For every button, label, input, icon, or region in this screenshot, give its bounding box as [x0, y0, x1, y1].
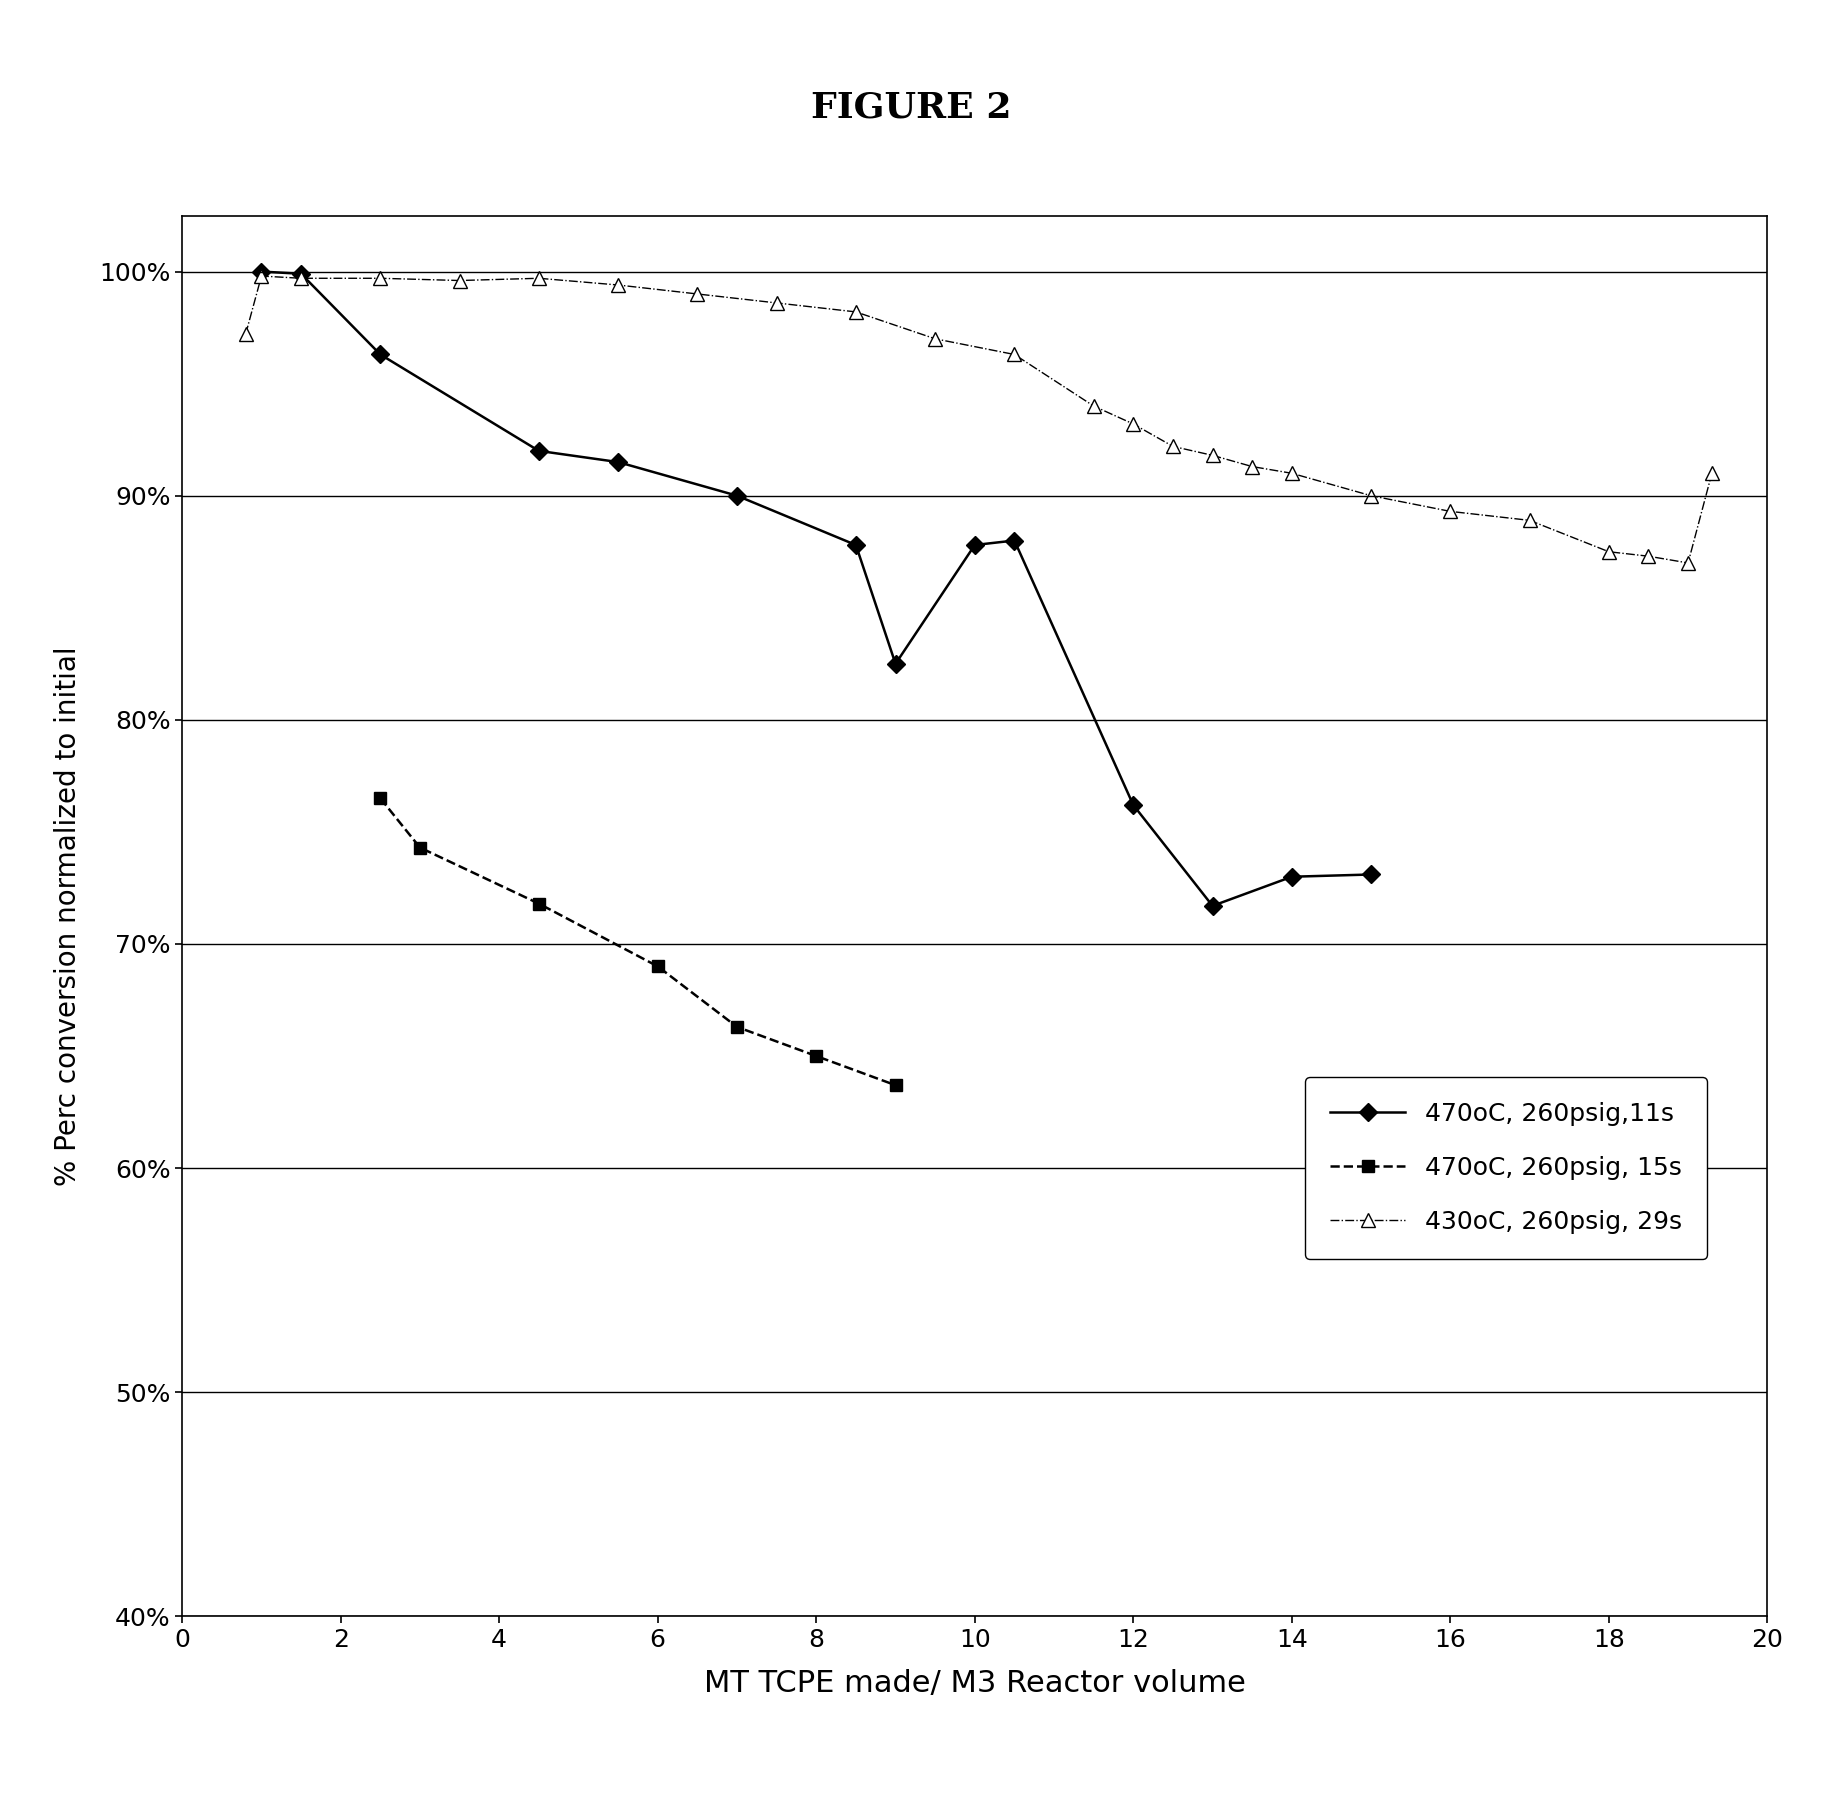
470oC, 260psig,11s: [845, 533, 867, 555]
430oC, 260psig, 29s: [1004, 343, 1026, 365]
470oC, 260psig,11s: [1203, 894, 1224, 916]
470oC, 260psig,11s: [290, 262, 312, 284]
430oC, 260psig, 29s: [1281, 463, 1303, 485]
430oC, 260psig, 29s: [845, 302, 867, 323]
Line: 470oC, 260psig, 15s: 470oC, 260psig, 15s: [374, 792, 902, 1092]
470oC, 260psig, 15s: [528, 893, 550, 914]
430oC, 260psig, 29s: [607, 275, 629, 296]
430oC, 260psig, 29s: [235, 323, 257, 345]
430oC, 260psig, 29s: [765, 293, 787, 314]
430oC, 260psig, 29s: [1241, 456, 1263, 478]
470oC, 260psig, 15s: [647, 955, 669, 977]
Y-axis label: % Perc conversion normalized to initial: % Perc conversion normalized to initial: [55, 647, 82, 1185]
470oC, 260psig,11s: [885, 654, 907, 675]
470oC, 260psig,11s: [250, 260, 273, 282]
Text: FIGURE 2: FIGURE 2: [811, 92, 1011, 124]
470oC, 260psig, 15s: [408, 837, 432, 858]
430oC, 260psig, 29s: [687, 284, 709, 305]
430oC, 260psig, 29s: [1678, 551, 1700, 573]
Line: 430oC, 260psig, 29s: 430oC, 260psig, 29s: [239, 269, 1718, 569]
430oC, 260psig, 29s: [1203, 445, 1224, 467]
470oC, 260psig,11s: [725, 485, 749, 506]
470oC, 260psig,11s: [1359, 864, 1383, 885]
430oC, 260psig, 29s: [1359, 485, 1383, 506]
430oC, 260psig, 29s: [250, 266, 273, 287]
470oC, 260psig,11s: [1281, 866, 1303, 887]
470oC, 260psig,11s: [1122, 794, 1144, 815]
470oC, 260psig, 15s: [725, 1017, 749, 1038]
430oC, 260psig, 29s: [528, 268, 550, 289]
470oC, 260psig,11s: [607, 451, 629, 472]
430oC, 260psig, 29s: [1162, 436, 1184, 458]
X-axis label: MT TCPE made/ M3 Reactor volume: MT TCPE made/ M3 Reactor volume: [703, 1668, 1246, 1697]
Legend: 470oC, 260psig,11s, 470oC, 260psig, 15s, 430oC, 260psig, 29s: 470oC, 260psig,11s, 470oC, 260psig, 15s,…: [1305, 1078, 1707, 1259]
470oC, 260psig,11s: [528, 440, 550, 462]
470oC, 260psig, 15s: [805, 1045, 827, 1067]
430oC, 260psig, 29s: [924, 329, 946, 350]
430oC, 260psig, 29s: [1598, 541, 1620, 562]
470oC, 260psig,11s: [964, 533, 986, 555]
Line: 470oC, 260psig,11s: 470oC, 260psig,11s: [255, 266, 1377, 912]
470oC, 260psig,11s: [370, 343, 392, 365]
470oC, 260psig,11s: [1004, 530, 1026, 551]
430oC, 260psig, 29s: [370, 268, 392, 289]
430oC, 260psig, 29s: [1122, 413, 1144, 435]
430oC, 260psig, 29s: [1082, 395, 1104, 417]
430oC, 260psig, 29s: [1439, 501, 1461, 523]
430oC, 260psig, 29s: [1520, 510, 1541, 532]
470oC, 260psig, 15s: [370, 787, 392, 808]
470oC, 260psig, 15s: [885, 1074, 907, 1096]
430oC, 260psig, 29s: [1638, 546, 1660, 568]
430oC, 260psig, 29s: [1702, 463, 1724, 485]
430oC, 260psig, 29s: [290, 268, 312, 289]
430oC, 260psig, 29s: [448, 269, 470, 291]
